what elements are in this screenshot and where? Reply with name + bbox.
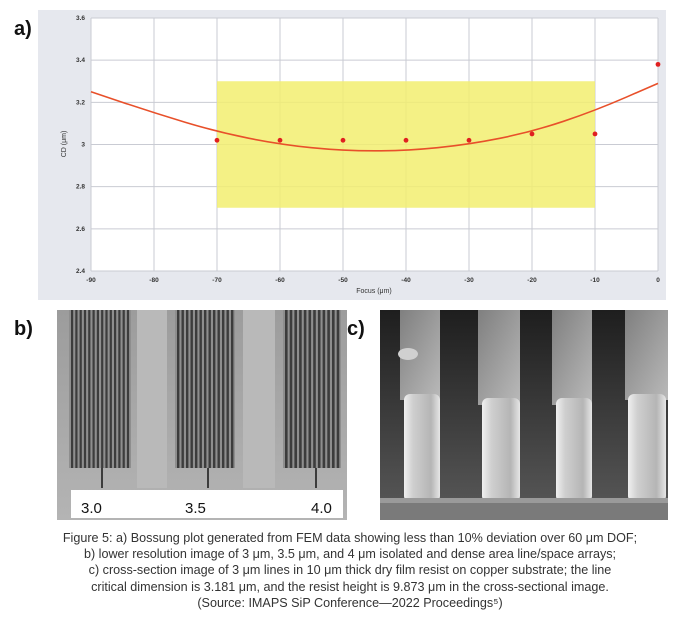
resist-line [332, 310, 335, 468]
x-tick-label: -30 [464, 277, 474, 284]
x-axis-label: Focus (μm) [356, 288, 392, 295]
y-tick-label: 3.6 [76, 15, 85, 22]
line-space-array-image [57, 310, 347, 520]
resist-line [75, 310, 78, 468]
resist-line [109, 310, 112, 468]
resist-line [114, 310, 117, 468]
resist-line [92, 310, 95, 468]
caption-line-3: c) cross-section image of 3 μm lines in … [88, 563, 612, 578]
data-point-6 [592, 131, 598, 137]
resist-line [285, 310, 288, 468]
y-tick-label: 2.4 [76, 268, 85, 275]
y-tick-labels: 2.4 2.6 2.8 3 3.2 3.4 3.6 [76, 15, 85, 275]
resist-line [308, 310, 312, 468]
resist-line [217, 310, 220, 468]
x-tick-label: -80 [149, 277, 159, 284]
x-tick-label: -60 [275, 277, 285, 284]
cross-section-image [380, 310, 668, 520]
resist-line [299, 310, 302, 468]
scale-label-3-5: 3.5 [185, 500, 206, 517]
y-axis-label: CD (μm) [61, 131, 68, 158]
resist-line [222, 310, 225, 468]
data-point-5 [529, 131, 535, 137]
resist-line [79, 310, 82, 468]
resist-line [126, 310, 130, 468]
figure-caption: Figure 5: a) Bossung plot generated from… [10, 530, 690, 611]
resist-line [213, 310, 216, 468]
x-tick-labels: -90 -80 -70 -60 -50 -40 -30 -20 -10 0 [86, 277, 660, 284]
fit-curve [90, 82, 659, 152]
resist-line [313, 310, 316, 468]
scale-label-4-0: 4.0 [311, 500, 332, 517]
caption-line-1: Figure 5: a) Bossung plot generated from… [62, 531, 638, 545]
resist-line [83, 310, 87, 468]
caption-line-4: critical dimension is 3.181 μm, and the … [91, 579, 609, 594]
resist-line [317, 310, 321, 468]
resist-line [208, 310, 211, 468]
data-point-4 [466, 137, 472, 143]
resist-line [186, 310, 189, 468]
resist-line [231, 310, 234, 468]
data-point-3 [403, 137, 409, 143]
resist-line [303, 310, 307, 468]
panel-label-b: b) [14, 318, 33, 340]
x-tick-label: 0 [656, 277, 660, 284]
x-tick-label: -50 [338, 277, 348, 284]
data-points-layer [214, 61, 661, 143]
y-tick-label: 2.6 [76, 226, 85, 233]
isolated-line [315, 468, 317, 488]
y-tick-label: 3 [81, 142, 85, 149]
resist-line [118, 310, 121, 468]
resist-line [105, 310, 108, 468]
resist-line [204, 310, 207, 468]
x-tick-label: -90 [86, 277, 96, 284]
process-window-layer [217, 81, 595, 208]
panel-label-a: a) [14, 18, 32, 40]
resist-line [195, 310, 198, 468]
data-point-0 [214, 137, 220, 143]
data-point-2 [340, 137, 346, 143]
resist-line [190, 310, 193, 468]
caption-line-5: (Source: IMAPS SiP Conference—2022 Proce… [197, 595, 503, 610]
resist-line [177, 310, 180, 468]
data-point-1 [277, 137, 283, 143]
data-point-7 [655, 61, 661, 67]
x-tick-label: -20 [527, 277, 537, 284]
isolated-line [207, 468, 209, 488]
resist-line [294, 310, 297, 468]
resist-line [88, 310, 91, 468]
resist-line [101, 310, 104, 468]
resist-line [322, 310, 326, 468]
resist-line [181, 310, 184, 468]
resist-line [289, 310, 293, 468]
isolated-line [101, 468, 103, 488]
bossung-plot-svg: -90 -80 -70 -60 -50 -40 -30 -20 -10 0 2.4 2.6 2.8 3 3… [61, 15, 661, 295]
y-tick-label: 3.2 [76, 99, 85, 106]
panel-label-c: c) [347, 318, 365, 340]
line-space-array-micrograph: 3.0 3.5 4.0 [57, 310, 347, 520]
resist-line [122, 310, 125, 468]
bossung-chart: -90 -80 -70 -60 -50 -40 -30 -20 -10 0 2.4 2.6 2.8 3 3… [38, 10, 666, 300]
resist-line [71, 310, 74, 468]
fit-curve-layer [90, 82, 659, 152]
cross-section-micrograph [380, 310, 668, 520]
resist-line [96, 310, 99, 468]
resist-line [336, 310, 340, 468]
scale-label-3-0: 3.0 [81, 500, 102, 517]
x-tick-label: -10 [590, 277, 600, 284]
caption-line-2: b) lower resolution image of 3 μm, 3.5 μ… [83, 547, 617, 562]
y-tick-label: 2.8 [76, 184, 85, 191]
resist-line [226, 310, 229, 468]
y-tick-label: 3.4 [76, 57, 85, 64]
x-tick-label: -40 [401, 277, 411, 284]
process-window-rect [217, 81, 595, 208]
resist-line [327, 310, 330, 468]
resist-line [199, 310, 202, 468]
x-tick-label: -70 [212, 277, 222, 284]
